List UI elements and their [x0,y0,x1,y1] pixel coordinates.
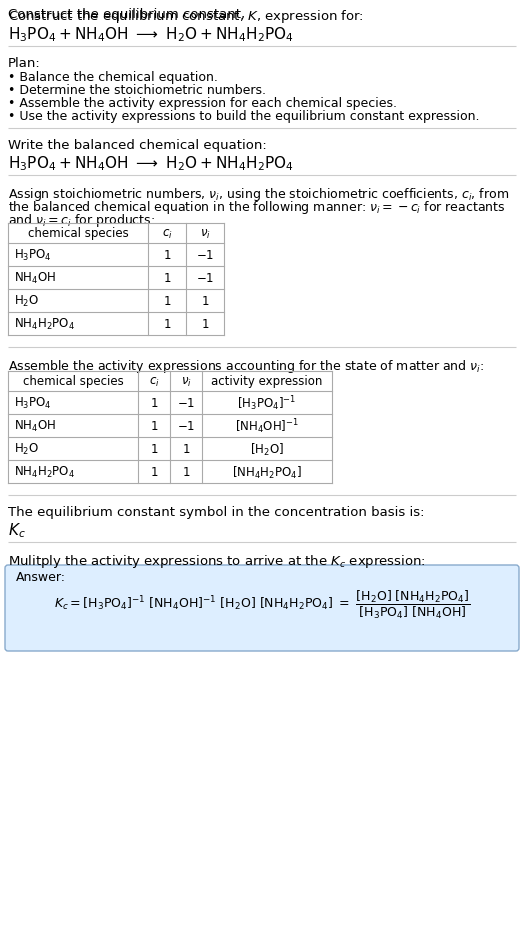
FancyBboxPatch shape [5,565,519,651]
Text: 1: 1 [182,466,190,479]
Text: $-1$: $-1$ [196,248,214,262]
Text: $\mathrm{NH_4H_2PO_4}$: $\mathrm{NH_4H_2PO_4}$ [14,465,75,480]
Text: 1: 1 [150,466,158,479]
Text: Assemble the activity expressions accounting for the state of matter and $\nu_i$: Assemble the activity expressions accoun… [8,358,484,374]
Text: Mulitply the activity expressions to arrive at the $K_c$ expression:: Mulitply the activity expressions to arr… [8,552,426,569]
Text: • Balance the chemical equation.: • Balance the chemical equation. [8,71,218,84]
Bar [8,371,332,484]
Text: $-1$: $-1$ [196,271,214,285]
Text: chemical species: chemical species [23,375,123,388]
Text: 1: 1 [150,397,158,409]
Text: Write the balanced chemical equation:: Write the balanced chemical equation: [8,139,267,151]
Text: Plan:: Plan: [8,57,41,69]
Bar [8,224,224,336]
Text: 1: 1 [182,443,190,455]
Text: $\mathrm{[NH_4OH]^{-1}}$: $\mathrm{[NH_4OH]^{-1}}$ [235,417,299,435]
Text: • Assemble the activity expression for each chemical species.: • Assemble the activity expression for e… [8,97,397,109]
Text: $\mathrm{NH_4H_2PO_4}$: $\mathrm{NH_4H_2PO_4}$ [14,317,75,331]
Text: $\nu_i$: $\nu_i$ [181,375,191,388]
Text: 1: 1 [150,420,158,432]
Text: Answer:: Answer: [16,570,66,584]
Text: 1: 1 [201,318,209,330]
Text: chemical species: chemical species [28,228,128,240]
Text: $c_i$: $c_i$ [161,228,172,240]
Text: $\mathrm{[H_3PO_4]^{-1}}$: $\mathrm{[H_3PO_4]^{-1}}$ [237,394,297,412]
Text: $-1$: $-1$ [177,397,195,409]
Text: 1: 1 [163,271,171,285]
Text: $c_i$: $c_i$ [149,375,159,388]
Text: and $\nu_i = c_i$ for products:: and $\nu_i = c_i$ for products: [8,211,155,228]
Text: $\mathrm{[NH_4H_2PO_4]}$: $\mathrm{[NH_4H_2PO_4]}$ [232,464,302,480]
Text: 1: 1 [163,248,171,262]
Text: $K_c$: $K_c$ [8,521,26,539]
Text: $\mathrm{[H_2O]}$: $\mathrm{[H_2O]}$ [250,441,284,457]
Text: activity expression: activity expression [211,375,323,388]
Text: $-1$: $-1$ [177,420,195,432]
Text: Construct the equilibrium constant, $K$, expression for:: Construct the equilibrium constant, $K$,… [8,8,364,25]
Text: $\nu_i$: $\nu_i$ [200,228,211,240]
Text: 1: 1 [163,318,171,330]
Text: Construct the equilibrium constant,: Construct the equilibrium constant, [8,8,249,21]
Text: the balanced chemical equation in the following manner: $\nu_i = -c_i$ for react: the balanced chemical equation in the fo… [8,199,506,216]
Text: Assign stoichiometric numbers, $\nu_i$, using the stoichiometric coefficients, $: Assign stoichiometric numbers, $\nu_i$, … [8,186,509,203]
Text: $\mathrm{H_3PO_4 + NH_4OH \ \longrightarrow \ H_2O + NH_4H_2PO_4}$: $\mathrm{H_3PO_4 + NH_4OH \ \longrightar… [8,154,294,172]
Text: $\mathrm{H_3PO_4 + NH_4OH \ \longrightarrow \ H_2O + NH_4H_2PO_4}$: $\mathrm{H_3PO_4 + NH_4OH \ \longrightar… [8,25,294,44]
Text: 1: 1 [163,295,171,307]
Text: $K_c = \mathrm{[H_3PO_4]^{-1}\ [NH_4OH]^{-1}\ [H_2O]\ [NH_4H_2PO_4]}$$\ =\ \dfra: $K_c = \mathrm{[H_3PO_4]^{-1}\ [NH_4OH]^… [54,588,470,621]
Text: • Use the activity expressions to build the equilibrium constant expression.: • Use the activity expressions to build … [8,109,479,123]
Text: 1: 1 [201,295,209,307]
Text: The equilibrium constant symbol in the concentration basis is:: The equilibrium constant symbol in the c… [8,506,424,519]
Text: • Determine the stoichiometric numbers.: • Determine the stoichiometric numbers. [8,84,266,97]
Text: $\mathrm{H_3PO_4}$: $\mathrm{H_3PO_4}$ [14,395,52,410]
Text: $\mathrm{NH_4OH}$: $\mathrm{NH_4OH}$ [14,419,56,433]
Text: $\mathrm{H_2O}$: $\mathrm{H_2O}$ [14,293,39,308]
Text: 1: 1 [150,443,158,455]
Text: $\mathrm{NH_4OH}$: $\mathrm{NH_4OH}$ [14,270,56,286]
Text: $\mathrm{H_2O}$: $\mathrm{H_2O}$ [14,442,39,457]
Text: $\mathrm{H_3PO_4}$: $\mathrm{H_3PO_4}$ [14,248,52,263]
